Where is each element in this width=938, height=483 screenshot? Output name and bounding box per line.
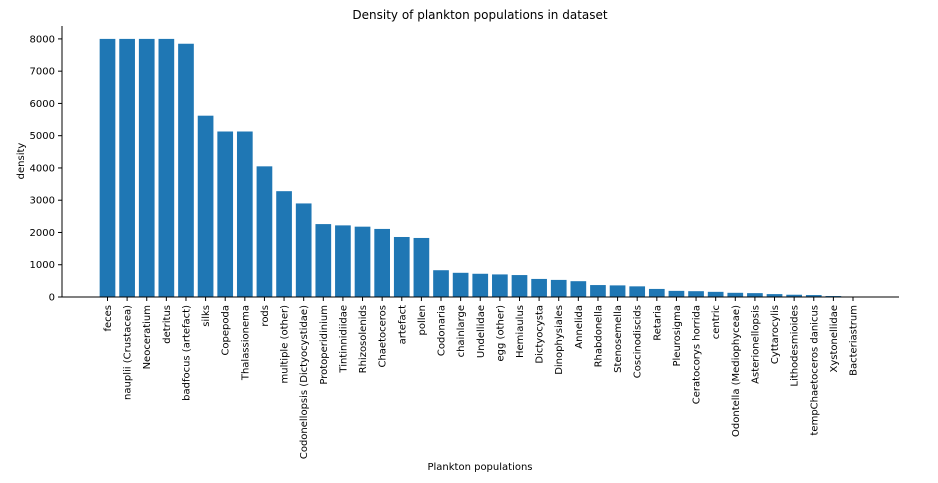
bar-18 bbox=[452, 272, 469, 297]
x-tick-label-31: centric bbox=[711, 305, 722, 339]
y-tick-label-4: 4000 bbox=[30, 163, 55, 174]
y-tick-label-5: 5000 bbox=[30, 131, 55, 142]
bar-11 bbox=[315, 224, 332, 297]
x-tick-label-0: feces bbox=[103, 305, 114, 332]
x-tick-label-15: artefact bbox=[397, 305, 408, 344]
bar-25 bbox=[590, 285, 606, 297]
x-tick-label-19: Undellidae bbox=[476, 305, 487, 358]
x-tick-label-1: nauplii (Crustacea) bbox=[123, 305, 134, 400]
bar-6 bbox=[217, 131, 234, 297]
x-tick-label-9: multiple (other) bbox=[280, 305, 291, 384]
bar-35 bbox=[786, 294, 802, 297]
y-tick-label-8: 8000 bbox=[30, 34, 55, 45]
x-tick-label-24: Annelida bbox=[574, 305, 585, 349]
bar-26 bbox=[609, 285, 626, 297]
x-tick-label-3: detritus bbox=[162, 305, 173, 344]
x-tick-label-5: silks bbox=[201, 305, 212, 327]
bar-30 bbox=[688, 291, 704, 297]
bar-0 bbox=[99, 38, 116, 298]
x-tick-label-4: badfocus (artefact) bbox=[181, 305, 192, 401]
x-tick-label-14: Chaetoceros bbox=[378, 305, 389, 368]
x-tick-label-17: Codonaria bbox=[437, 305, 448, 356]
x-tick-label-2: Neoceratium bbox=[142, 305, 153, 369]
x-tick-label-23: Dinophysiales bbox=[554, 305, 565, 375]
bar-23 bbox=[550, 279, 567, 297]
x-tick-label-29: Pleurosigma bbox=[672, 305, 683, 367]
y-tick-label-6: 6000 bbox=[30, 99, 55, 110]
x-tick-label-6: Copepoda bbox=[221, 305, 232, 356]
chart-title: Density of plankton populations in datas… bbox=[352, 8, 607, 22]
x-tick-label-32: Odontella (Mediophyceae) bbox=[731, 305, 742, 437]
bar-5 bbox=[197, 115, 214, 297]
bar-33 bbox=[747, 293, 763, 297]
x-tick-label-26: Stenosemella bbox=[613, 305, 624, 373]
bars-group bbox=[99, 38, 861, 298]
y-axis: 0 1000 2000 3000 4000 5000 6000 7000 8000 bbox=[30, 26, 63, 304]
bar-24 bbox=[570, 281, 587, 297]
bar-29 bbox=[668, 290, 685, 297]
bar-20 bbox=[492, 274, 508, 297]
bar-4 bbox=[178, 43, 194, 297]
x-tick-label-12: Tintinnidiidae bbox=[338, 305, 349, 374]
x-axis: feces nauplii (Crustacea) Neoceratium detri… bbox=[62, 296, 899, 459]
y-tick-label-0: 0 bbox=[49, 293, 55, 304]
bar-3 bbox=[158, 38, 175, 298]
x-tick-label-21: Hemiaulus bbox=[515, 305, 526, 358]
x-axis-label: Plankton populations bbox=[427, 462, 532, 473]
x-tick-label-30: Ceratocorys horrida bbox=[692, 305, 703, 404]
x-tick-label-37: Xystonellidae bbox=[829, 305, 840, 372]
bar-36 bbox=[805, 295, 822, 297]
bar-16 bbox=[413, 237, 430, 297]
x-tick-label-13: Rhizosolenids bbox=[358, 305, 369, 373]
bar-34 bbox=[766, 294, 783, 297]
x-tick-label-28: Retaria bbox=[652, 305, 663, 341]
bar-31 bbox=[707, 291, 724, 297]
bar-22 bbox=[531, 278, 547, 297]
bar-14 bbox=[374, 228, 390, 297]
y-tick-label-1: 1000 bbox=[30, 260, 55, 271]
bar-7 bbox=[236, 131, 253, 297]
bar-21 bbox=[511, 275, 528, 297]
x-tick-label-38: Bacteriastrum bbox=[849, 305, 860, 376]
x-tick-label-35: Lithodesmioides bbox=[790, 305, 801, 387]
bar-27 bbox=[629, 286, 646, 297]
bar-2 bbox=[138, 38, 155, 298]
bar-13 bbox=[354, 226, 371, 297]
bar-1 bbox=[119, 38, 135, 298]
bar-19 bbox=[472, 273, 489, 297]
y-axis-label: density bbox=[16, 143, 27, 180]
y-tick-label-2: 2000 bbox=[30, 228, 55, 239]
x-tick-label-27: Coscinodiscids bbox=[633, 305, 644, 378]
bar-8 bbox=[256, 166, 273, 297]
x-tick-label-22: Dictyocysta bbox=[535, 305, 546, 364]
x-tick-label-16: pollen bbox=[417, 305, 428, 336]
x-tick-label-10: Codonellopsis (Dictyocystidae) bbox=[299, 305, 310, 459]
bar-32 bbox=[727, 292, 744, 297]
bar-28 bbox=[648, 288, 665, 297]
x-tick-label-36: tempChaetoceros danicus bbox=[809, 305, 820, 436]
x-tick-label-20: egg (other) bbox=[495, 305, 506, 362]
x-tick-label-18: chainlarge bbox=[456, 305, 467, 357]
x-tick-label-11: Protoperidinium bbox=[319, 305, 330, 385]
x-tick-label-33: Asterionellopsis bbox=[750, 305, 761, 384]
x-tick-label-7: Thalassionema bbox=[240, 305, 251, 381]
bar-15 bbox=[393, 236, 410, 297]
bar-12 bbox=[335, 225, 351, 297]
y-tick-label-7: 7000 bbox=[30, 67, 55, 78]
y-tick-label-3: 3000 bbox=[30, 196, 55, 207]
bar-17 bbox=[433, 270, 449, 297]
x-tick-label-8: rods bbox=[260, 305, 271, 327]
bar-9 bbox=[276, 191, 292, 297]
x-tick-label-34: Cyttarocylis bbox=[770, 305, 781, 364]
x-tick-label-25: Rhabdonella bbox=[593, 305, 604, 367]
bar-10 bbox=[295, 203, 312, 297]
